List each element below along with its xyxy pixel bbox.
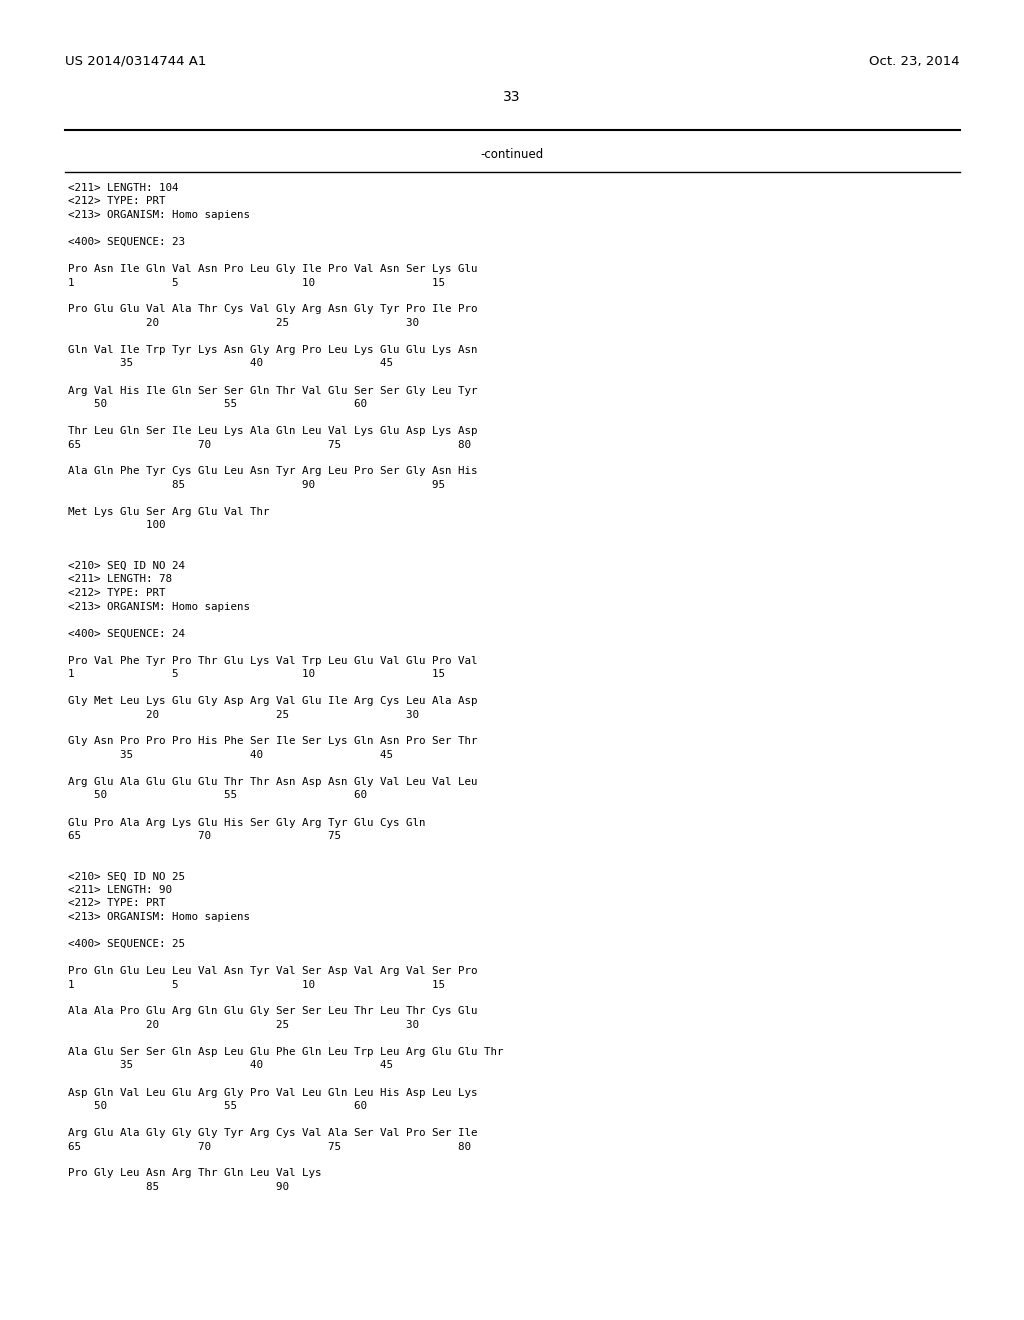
- Text: <400> SEQUENCE: 24: <400> SEQUENCE: 24: [68, 628, 185, 639]
- Text: <400> SEQUENCE: 23: <400> SEQUENCE: 23: [68, 238, 185, 247]
- Text: <212> TYPE: PRT: <212> TYPE: PRT: [68, 197, 166, 206]
- Text: 65                  70                  75: 65 70 75: [68, 832, 341, 841]
- Text: <210> SEQ ID NO 25: <210> SEQ ID NO 25: [68, 871, 185, 882]
- Text: <211> LENGTH: 104: <211> LENGTH: 104: [68, 183, 178, 193]
- Text: <213> ORGANISM: Homo sapiens: <213> ORGANISM: Homo sapiens: [68, 912, 250, 921]
- Text: 50                  55                  60: 50 55 60: [68, 399, 367, 409]
- Text: 35                  40                  45: 35 40 45: [68, 359, 393, 368]
- Text: Oct. 23, 2014: Oct. 23, 2014: [869, 55, 961, 69]
- Text: <213> ORGANISM: Homo sapiens: <213> ORGANISM: Homo sapiens: [68, 602, 250, 611]
- Text: Pro Asn Ile Gln Val Asn Pro Leu Gly Ile Pro Val Asn Ser Lys Glu: Pro Asn Ile Gln Val Asn Pro Leu Gly Ile …: [68, 264, 477, 275]
- Text: US 2014/0314744 A1: US 2014/0314744 A1: [65, 55, 207, 69]
- Text: Glu Pro Ala Arg Lys Glu His Ser Gly Arg Tyr Glu Cys Gln: Glu Pro Ala Arg Lys Glu His Ser Gly Arg …: [68, 817, 426, 828]
- Text: 65                  70                  75                  80: 65 70 75 80: [68, 1142, 471, 1151]
- Text: Arg Glu Ala Glu Glu Glu Thr Thr Asn Asp Asn Gly Val Leu Val Leu: Arg Glu Ala Glu Glu Glu Thr Thr Asn Asp …: [68, 777, 477, 787]
- Text: Pro Gly Leu Asn Arg Thr Gln Leu Val Lys: Pro Gly Leu Asn Arg Thr Gln Leu Val Lys: [68, 1168, 322, 1179]
- Text: 35                  40                  45: 35 40 45: [68, 1060, 393, 1071]
- Text: 20                  25                  30: 20 25 30: [68, 318, 419, 327]
- Text: 35                  40                  45: 35 40 45: [68, 750, 393, 760]
- Text: Thr Leu Gln Ser Ile Leu Lys Ala Gln Leu Val Lys Glu Asp Lys Asp: Thr Leu Gln Ser Ile Leu Lys Ala Gln Leu …: [68, 426, 477, 436]
- Text: Gly Met Leu Lys Glu Gly Asp Arg Val Glu Ile Arg Cys Leu Ala Asp: Gly Met Leu Lys Glu Gly Asp Arg Val Glu …: [68, 696, 477, 706]
- Text: <212> TYPE: PRT: <212> TYPE: PRT: [68, 587, 166, 598]
- Text: Arg Glu Ala Gly Gly Gly Tyr Arg Cys Val Ala Ser Val Pro Ser Ile: Arg Glu Ala Gly Gly Gly Tyr Arg Cys Val …: [68, 1129, 477, 1138]
- Text: 65                  70                  75                  80: 65 70 75 80: [68, 440, 471, 450]
- Text: 50                  55                  60: 50 55 60: [68, 1101, 367, 1111]
- Text: <213> ORGANISM: Homo sapiens: <213> ORGANISM: Homo sapiens: [68, 210, 250, 220]
- Text: Asp Gln Val Leu Glu Arg Gly Pro Val Leu Gln Leu His Asp Leu Lys: Asp Gln Val Leu Glu Arg Gly Pro Val Leu …: [68, 1088, 477, 1097]
- Text: <400> SEQUENCE: 25: <400> SEQUENCE: 25: [68, 939, 185, 949]
- Text: -continued: -continued: [480, 148, 544, 161]
- Text: 1               5                   10                  15: 1 5 10 15: [68, 669, 445, 678]
- Text: Ala Glu Ser Ser Gln Asp Leu Glu Phe Gln Leu Trp Leu Arg Glu Glu Thr: Ala Glu Ser Ser Gln Asp Leu Glu Phe Gln …: [68, 1047, 504, 1057]
- Text: <212> TYPE: PRT: <212> TYPE: PRT: [68, 899, 166, 908]
- Text: Arg Val His Ile Gln Ser Ser Gln Thr Val Glu Ser Ser Gly Leu Tyr: Arg Val His Ile Gln Ser Ser Gln Thr Val …: [68, 385, 477, 396]
- Text: Ala Ala Pro Glu Arg Gln Glu Gly Ser Ser Leu Thr Leu Thr Cys Glu: Ala Ala Pro Glu Arg Gln Glu Gly Ser Ser …: [68, 1006, 477, 1016]
- Text: Gln Val Ile Trp Tyr Lys Asn Gly Arg Pro Leu Lys Glu Glu Lys Asn: Gln Val Ile Trp Tyr Lys Asn Gly Arg Pro …: [68, 345, 477, 355]
- Text: 50                  55                  60: 50 55 60: [68, 791, 367, 800]
- Text: 20                  25                  30: 20 25 30: [68, 1020, 419, 1030]
- Text: 33: 33: [503, 90, 521, 104]
- Text: Pro Val Phe Tyr Pro Thr Glu Lys Val Trp Leu Glu Val Glu Pro Val: Pro Val Phe Tyr Pro Thr Glu Lys Val Trp …: [68, 656, 477, 665]
- Text: <210> SEQ ID NO 24: <210> SEQ ID NO 24: [68, 561, 185, 572]
- Text: Ala Gln Phe Tyr Cys Glu Leu Asn Tyr Arg Leu Pro Ser Gly Asn His: Ala Gln Phe Tyr Cys Glu Leu Asn Tyr Arg …: [68, 466, 477, 477]
- Text: <211> LENGTH: 78: <211> LENGTH: 78: [68, 574, 172, 585]
- Text: Pro Glu Glu Val Ala Thr Cys Val Gly Arg Asn Gly Tyr Pro Ile Pro: Pro Glu Glu Val Ala Thr Cys Val Gly Arg …: [68, 305, 477, 314]
- Text: Gly Asn Pro Pro Pro His Phe Ser Ile Ser Lys Gln Asn Pro Ser Thr: Gly Asn Pro Pro Pro His Phe Ser Ile Ser …: [68, 737, 477, 747]
- Text: 20                  25                  30: 20 25 30: [68, 710, 419, 719]
- Text: Pro Gln Glu Leu Leu Val Asn Tyr Val Ser Asp Val Arg Val Ser Pro: Pro Gln Glu Leu Leu Val Asn Tyr Val Ser …: [68, 966, 477, 975]
- Text: 1               5                   10                  15: 1 5 10 15: [68, 979, 445, 990]
- Text: Met Lys Glu Ser Arg Glu Val Thr: Met Lys Glu Ser Arg Glu Val Thr: [68, 507, 269, 517]
- Text: 85                  90: 85 90: [68, 1181, 289, 1192]
- Text: 1               5                   10                  15: 1 5 10 15: [68, 277, 445, 288]
- Text: 100: 100: [68, 520, 166, 531]
- Text: <211> LENGTH: 90: <211> LENGTH: 90: [68, 884, 172, 895]
- Text: 85                  90                  95: 85 90 95: [68, 480, 445, 490]
